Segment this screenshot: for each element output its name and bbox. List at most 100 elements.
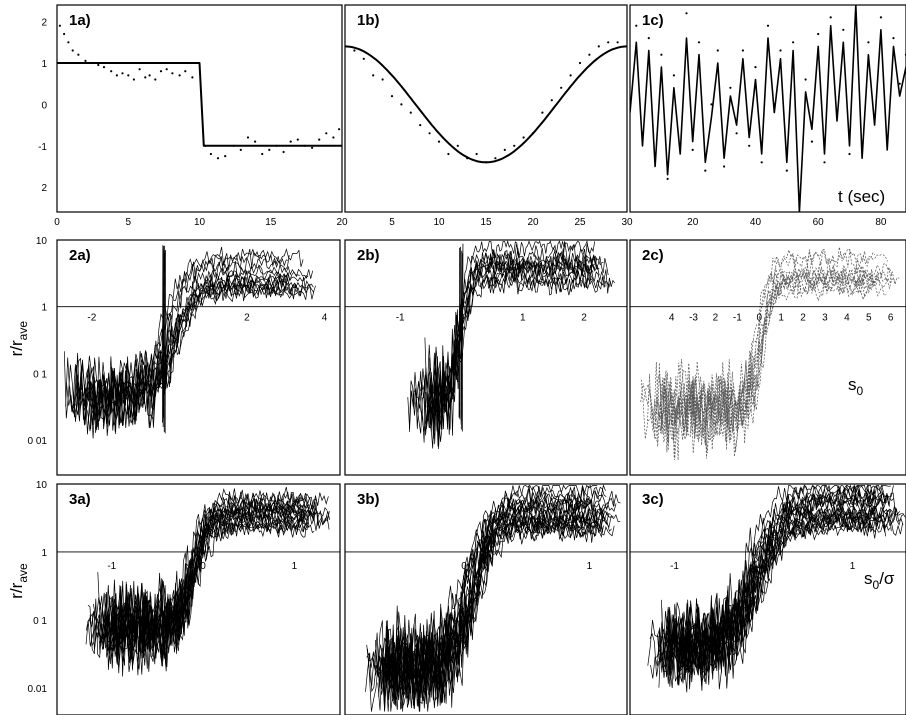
panel-2c: 2c)4 -3 2 -1 0 1 2 3 4 5 6s0 [629, 239, 906, 476]
y-axis-label-sub-3a: ave [16, 563, 30, 583]
series-line-1a [57, 62, 342, 147]
trace-line-3b [385, 507, 610, 706]
data-point-1a [311, 146, 314, 149]
panel-frame-1c [629, 4, 906, 213]
x-tick-label-1a: 20 [336, 217, 348, 228]
data-point-1c [848, 152, 851, 156]
panel-label-3c: 3c) [642, 491, 664, 508]
data-point-1b [409, 111, 412, 114]
trace-line-3a [85, 498, 328, 663]
data-point-1c [647, 37, 650, 40]
data-point-1b [588, 53, 591, 56]
panel-3a: 3a) -1 0 1 10 1 0 1 0.01 r/rave [7, 480, 341, 715]
data-point-1c [842, 28, 845, 31]
trace-line-2b [424, 254, 594, 436]
y-axis-label-main-3a: r/r [7, 582, 26, 598]
y-tick-label-2a: 10 [36, 236, 48, 247]
trace-line-2a [86, 282, 315, 436]
panel-1c: 1c) 20 40 60 80 t (sec) [629, 4, 906, 228]
data-point-1c [729, 86, 732, 89]
data-point-1a [110, 70, 113, 73]
data-point-1c [697, 41, 701, 44]
spike-line-2b [460, 250, 463, 425]
trace-line-3b [377, 505, 621, 711]
data-point-1a [132, 78, 135, 81]
x-tick-label-1a: 5 [125, 217, 131, 228]
data-point-1c [854, 12, 857, 15]
data-point-1a [58, 24, 62, 27]
y-tick-label-3a: 0.01 [28, 684, 48, 695]
spike-line-2b [461, 243, 464, 432]
data-point-1b [484, 161, 488, 164]
x-tick-label-2c: -3 [689, 313, 698, 324]
plot-area-3b [365, 484, 621, 712]
panel-label-1c: 1c) [642, 12, 664, 29]
x-tick-label-1b: 10 [433, 217, 445, 228]
data-point-1b [381, 78, 384, 81]
trace-line-2c [640, 264, 897, 443]
data-point-1b [362, 57, 365, 60]
x-tick-label-2c: 3 [822, 313, 828, 324]
data-point-1b [456, 144, 459, 147]
data-point-1c [829, 16, 832, 19]
data-point-1a [282, 150, 285, 154]
data-point-1a [115, 74, 118, 77]
x-tick-label-1c: 40 [750, 217, 762, 228]
data-point-1c [641, 132, 644, 135]
data-point-1b [578, 61, 582, 65]
data-point-1a [254, 140, 257, 143]
data-point-1a [63, 32, 66, 36]
data-point-1a [239, 148, 242, 151]
x-tick-label-2b: 1 [520, 313, 526, 324]
data-point-1a [165, 68, 168, 71]
y-tick-label-1a: 1 [41, 59, 47, 70]
data-point-1b [428, 132, 431, 135]
x-tick-label-2c: 0 [756, 313, 762, 324]
data-point-1b [541, 111, 544, 114]
trace-line-2c [659, 265, 877, 444]
x-tick-label-3b: 0 [461, 561, 467, 572]
data-point-1b [513, 144, 516, 147]
spike-line-2b [459, 246, 461, 420]
x-tick-label-3c: 0 [761, 561, 767, 572]
data-point-1a [154, 78, 157, 81]
data-point-1a [268, 148, 271, 151]
data-point-1a [224, 155, 227, 158]
data-point-1c [723, 165, 726, 168]
annotation-sub-2c: 0 [857, 384, 864, 398]
data-point-1c [685, 12, 688, 15]
x-tick-label-2c: 4 [844, 313, 850, 324]
y-tick-label-3a: 1 [41, 548, 47, 559]
data-point-1c [817, 32, 820, 36]
x-tick-label-2c: 2 [713, 313, 719, 324]
annotation-main-3c: s [864, 569, 873, 588]
annotation-main-2c: s [848, 375, 857, 394]
data-point-1b [437, 140, 441, 143]
data-point-1c [873, 115, 876, 118]
data-point-1c [654, 157, 657, 160]
data-point-1c [773, 103, 776, 106]
data-point-1c [892, 37, 895, 40]
data-point-1a [303, 144, 306, 147]
y-tick-label-1a: 2 [41, 18, 47, 29]
data-point-1a [332, 136, 335, 139]
plot-area-3a [85, 486, 331, 677]
trace-line-3c [658, 497, 877, 673]
data-point-1b [503, 148, 506, 151]
data-point-1a [102, 66, 106, 69]
data-point-1c [748, 144, 751, 147]
data-point-1a [318, 138, 321, 141]
data-point-1c [792, 41, 795, 44]
x-tick-label-1c: 20 [687, 217, 699, 228]
plot-area-2c [640, 247, 900, 461]
y-tick-label-2a: 0 01 [28, 436, 48, 447]
panel-frame-2c [629, 239, 906, 476]
data-point-1b [353, 49, 356, 52]
data-point-1c [835, 111, 839, 114]
data-point-1c [861, 148, 864, 151]
x-tick-label-3b: 1 [587, 561, 593, 572]
data-point-1a [216, 157, 220, 160]
trace-line-2a [66, 276, 311, 439]
